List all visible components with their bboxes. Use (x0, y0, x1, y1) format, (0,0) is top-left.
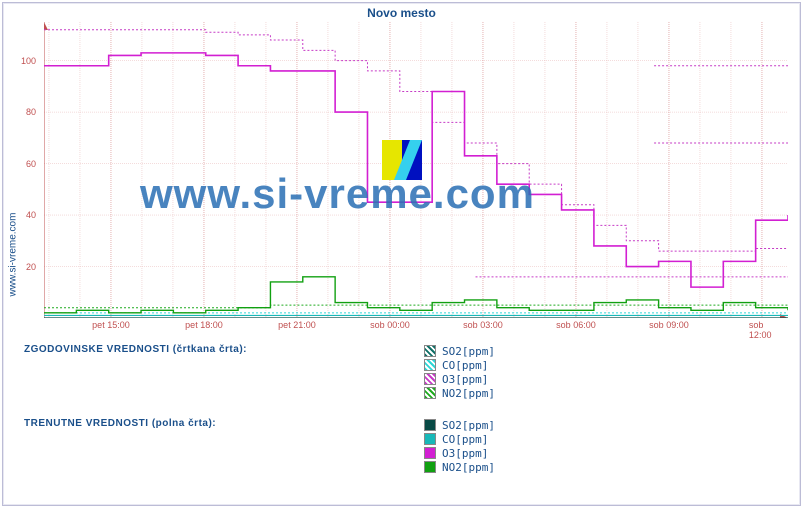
x-tick-label: sob 06:00 (556, 320, 596, 330)
legend-label: O3[ppm] (442, 373, 488, 386)
legend-item: CO[ppm] (424, 432, 495, 446)
chart-frame: Novo mesto www.si-vreme.com 20406080100 … (0, 0, 803, 508)
y-tick-labels: 20 40 60 80 100 (0, 22, 40, 318)
x-tick-label: pet 21:00 (278, 320, 316, 330)
x-tick-labels: pet 15:00 pet 18:00 pet 21:00 sob 00:00 sob … (44, 320, 788, 334)
legend-hist-items: SO2[ppm]CO[ppm]O3[ppm]NO2[ppm] (424, 344, 495, 400)
legend-current: TRENUTNE VREDNOSTI (polna črta): SO2[ppm… (24, 418, 789, 429)
legend-item: NO2[ppm] (424, 460, 495, 474)
legend-label: NO2[ppm] (442, 461, 495, 474)
x-tick-label: sob 03:00 (463, 320, 503, 330)
legend-label: O3[ppm] (442, 447, 488, 460)
legend-swatch (424, 373, 436, 385)
legend-cur-items: SO2[ppm]CO[ppm]O3[ppm]NO2[ppm] (424, 418, 495, 474)
x-tick-label: sob 12:00 (749, 320, 775, 340)
watermark-icon (382, 140, 422, 180)
legend-hist-heading: ZGODOVINSKE VREDNOSTI (črtkana črta): (24, 344, 789, 355)
y-tick-label: 60 (26, 159, 36, 169)
x-tick-label: sob 09:00 (649, 320, 689, 330)
legend-label: SO2[ppm] (442, 345, 495, 358)
legend-swatch (424, 447, 436, 459)
legend-item: O3[ppm] (424, 446, 495, 460)
legend-swatch (424, 387, 436, 399)
y-tick-label: 100 (21, 56, 36, 66)
legend-swatch (424, 359, 436, 371)
legend-item: O3[ppm] (424, 372, 495, 386)
x-tick-label: pet 18:00 (185, 320, 223, 330)
legend-swatch (424, 461, 436, 473)
legend-label: CO[ppm] (442, 433, 488, 446)
x-tick-label: pet 15:00 (92, 320, 130, 330)
legend-historical: ZGODOVINSKE VREDNOSTI (črtkana črta): SO… (24, 344, 789, 355)
legend-cur-heading: TRENUTNE VREDNOSTI (polna črta): (24, 418, 789, 429)
y-tick-label: 40 (26, 210, 36, 220)
legend-item: NO2[ppm] (424, 386, 495, 400)
legend-label: SO2[ppm] (442, 419, 495, 432)
y-tick-label: 80 (26, 107, 36, 117)
legend-label: CO[ppm] (442, 359, 488, 372)
legend-swatch (424, 345, 436, 357)
legend-item: SO2[ppm] (424, 344, 495, 358)
legend-swatch (424, 433, 436, 445)
legend-label: NO2[ppm] (442, 387, 495, 400)
legend-item: SO2[ppm] (424, 418, 495, 432)
y-tick-label: 20 (26, 262, 36, 272)
chart-title: Novo mesto (0, 6, 803, 20)
legend-swatch (424, 419, 436, 431)
legend-item: CO[ppm] (424, 358, 495, 372)
x-tick-label: sob 00:00 (370, 320, 410, 330)
